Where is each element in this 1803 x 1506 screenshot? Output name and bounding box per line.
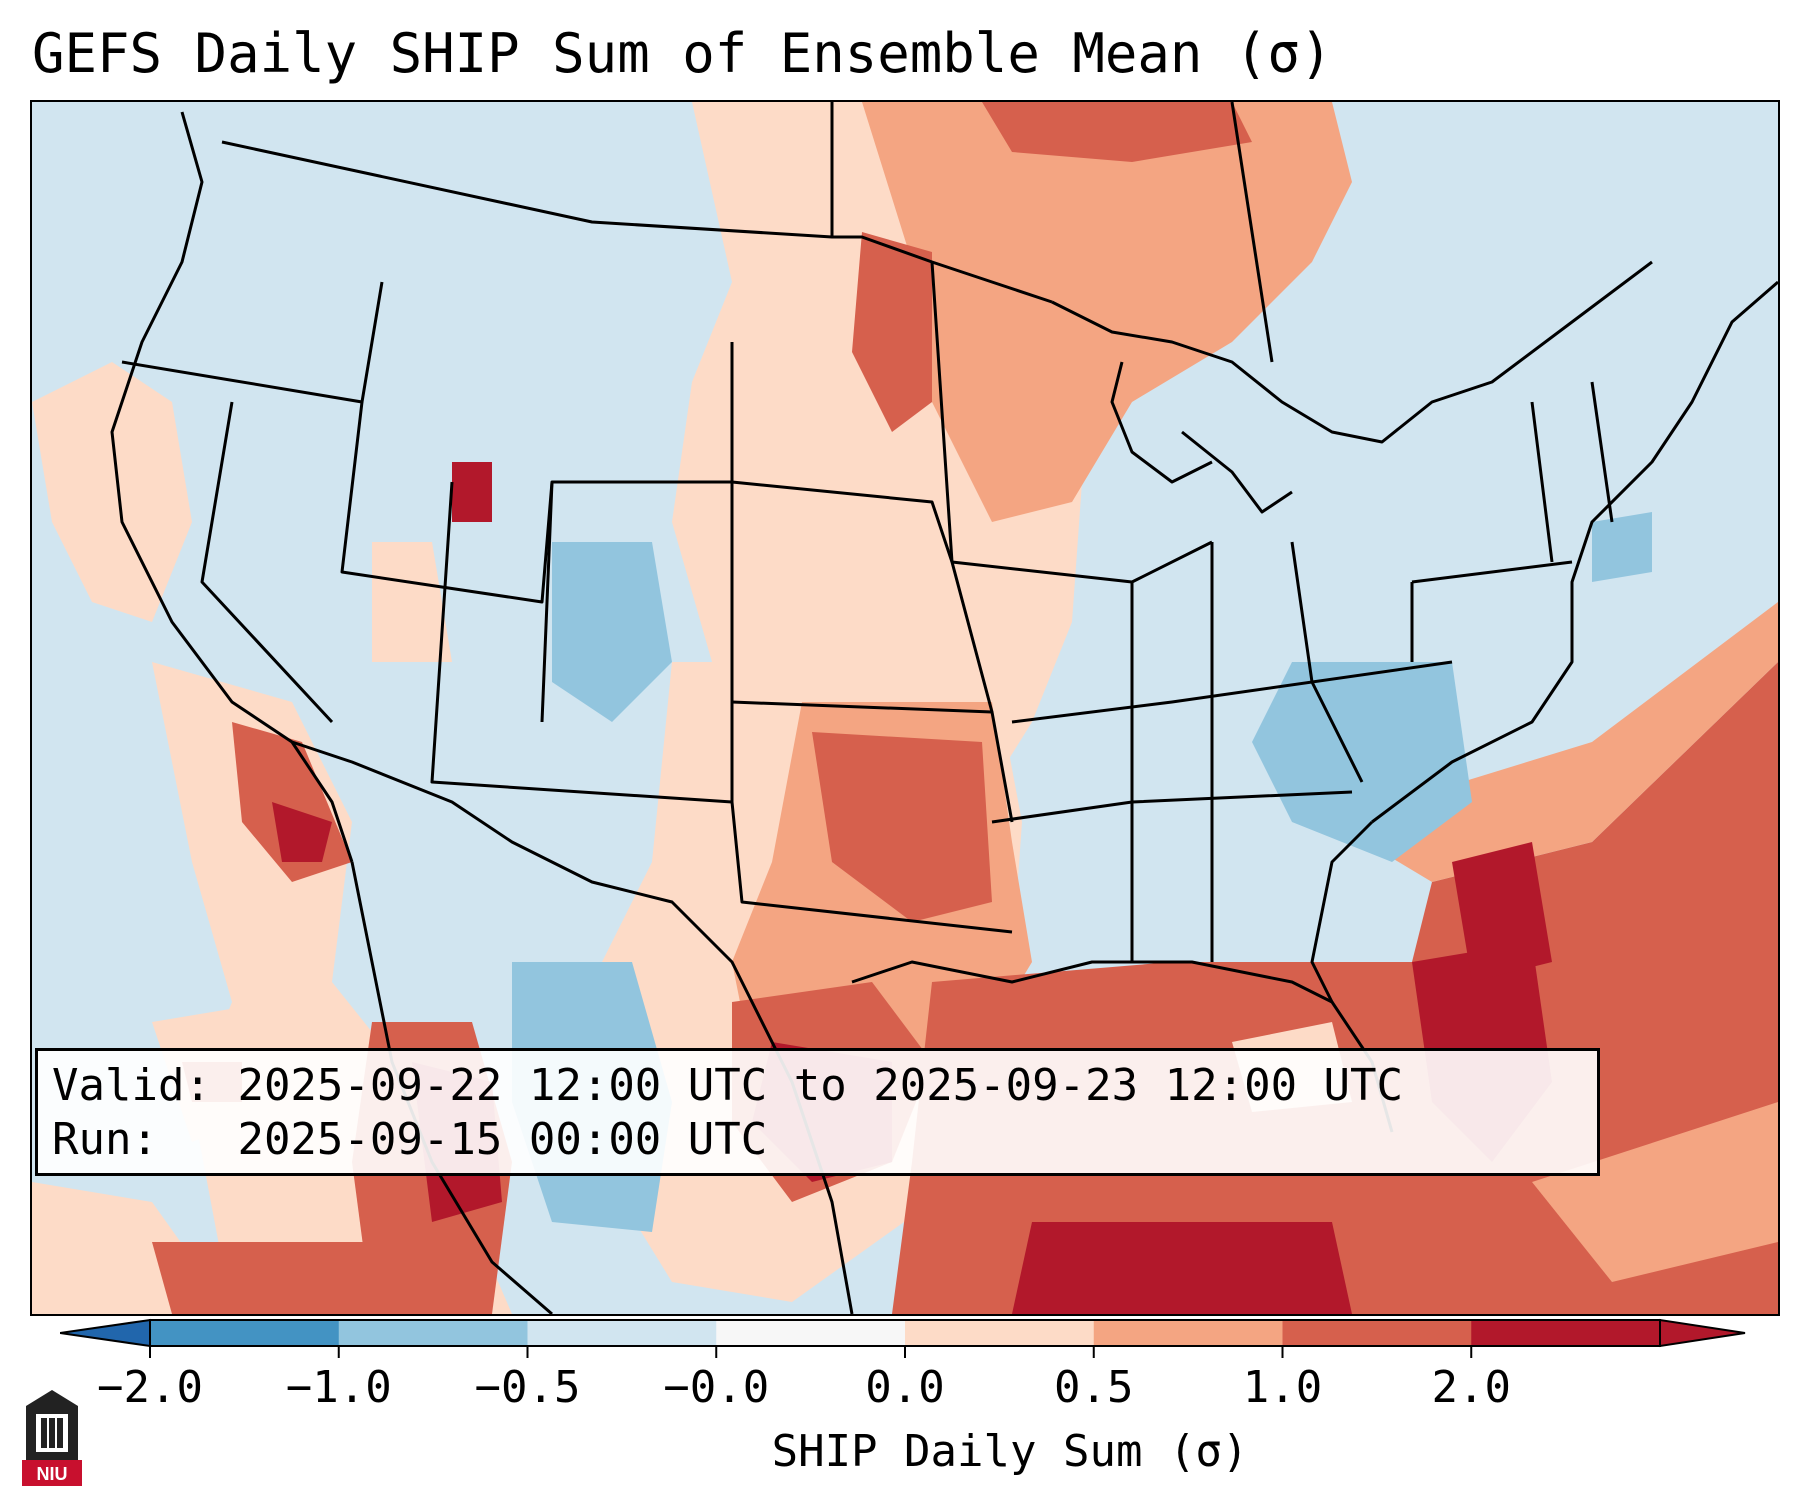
valid-run-info-box: Valid: 2025-09-22 12:00 UTC to 2025-09-2… xyxy=(35,1048,1600,1176)
colorbar xyxy=(60,1318,1746,1358)
chart-title: GEFS Daily SHIP Sum of Ensemble Mean (σ) xyxy=(32,22,1333,85)
colorbar-under-extension xyxy=(60,1318,151,1348)
colorbar-tick-label: −2.0 xyxy=(97,1362,203,1413)
colorbar-tick-label: −0.5 xyxy=(474,1362,581,1413)
colorbar-segment xyxy=(905,1320,1095,1346)
colorbar-tick-label: 2.0 xyxy=(1431,1362,1511,1413)
colorbar-tick-label: −0.0 xyxy=(663,1362,770,1413)
colorbar-segment xyxy=(338,1320,528,1346)
niu-logo-icon: NIU xyxy=(22,1390,82,1486)
run-value: 2025-09-15 00:00 UTC xyxy=(237,1114,768,1165)
valid-value: 2025-09-22 12:00 UTC to 2025-09-23 12:00… xyxy=(237,1060,1404,1111)
colorbar-segment xyxy=(716,1320,906,1346)
colorbar-segment xyxy=(150,1320,340,1346)
colorbar-segment xyxy=(1093,1320,1283,1346)
colorbar-tick-label: 1.0 xyxy=(1242,1362,1323,1413)
colorbar-tick-label: 0.0 xyxy=(865,1362,945,1413)
colorbar-segments xyxy=(149,1319,1661,1347)
logo-text: NIU xyxy=(37,1464,68,1484)
valid-label: Valid: xyxy=(52,1060,211,1111)
colorbar-tick-label: 0.5 xyxy=(1054,1362,1134,1413)
colorbar-segment xyxy=(1282,1320,1472,1346)
colorbar-ticks xyxy=(149,1346,1473,1358)
run-label: Run: xyxy=(52,1114,158,1165)
colorbar-segment xyxy=(527,1320,717,1346)
colorbar-tick-label: −1.0 xyxy=(285,1362,392,1413)
colorbar-over-extension xyxy=(1659,1318,1746,1348)
colorbar-segment xyxy=(1471,1320,1661,1346)
colorbar-label: SHIP Daily Sum (σ) xyxy=(771,1426,1249,1477)
